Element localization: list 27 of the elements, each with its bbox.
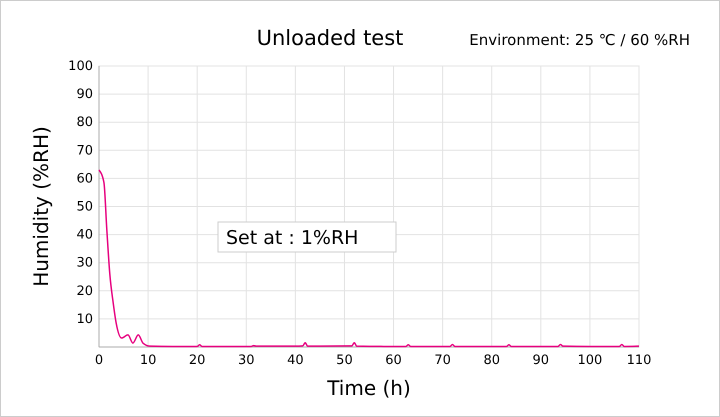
x-tick-label: 10: [140, 353, 156, 368]
y-tick-label: 100: [68, 59, 93, 74]
y-tick-label: 10: [76, 312, 93, 327]
y-tick-label: 30: [76, 256, 93, 271]
x-tick-label: 50: [336, 353, 353, 368]
x-axis-title: Time (h): [326, 376, 411, 400]
x-tick-label: 40: [287, 353, 304, 368]
x-tick-label: 100: [577, 353, 602, 368]
x-tick-label: 0: [94, 353, 104, 368]
x-tick-label: 110: [626, 353, 652, 368]
x-tick-label: 20: [188, 353, 206, 368]
x-tick-label: 60: [385, 353, 402, 368]
x-tick-label: 90: [532, 353, 550, 368]
y-tick-label: 20: [76, 284, 93, 299]
x-tick-label: 30: [238, 353, 255, 368]
y-tick-label: 60: [76, 171, 93, 186]
y-axis-title: Humidity (%RH): [29, 126, 53, 287]
y-tick-label: 70: [76, 143, 93, 158]
chart-title: Unloaded test: [256, 26, 404, 50]
x-tick-label: 70: [434, 353, 451, 368]
y-tick-label: 50: [76, 200, 93, 214]
y-tick-label: 40: [76, 228, 93, 243]
text: Environment: 25 ℃ / 60 %RH: [469, 31, 690, 49]
y-tick-label: 90: [76, 87, 93, 102]
y-tick-label: 80: [76, 115, 93, 130]
x-tick-label: 80: [483, 353, 500, 368]
annotation: Set at : 1%RH: [226, 227, 358, 249]
